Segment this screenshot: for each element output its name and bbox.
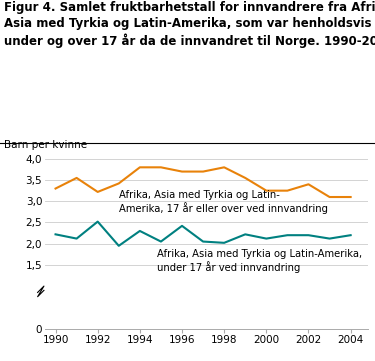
Text: Afrika, Asia med Tyrkia og Latin-Amerika,
under 17 år ved innvandring: Afrika, Asia med Tyrkia og Latin-Amerika…: [157, 249, 362, 273]
Text: Figur 4. Samlet fruktbarhetstall for innvandrere fra Afrika,
Asia med Tyrkia og : Figur 4. Samlet fruktbarhetstall for inn…: [4, 1, 375, 48]
Text: Afrika, Asia med Tyrkia og Latin-
Amerika, 17 år eller over ved innvandring: Afrika, Asia med Tyrkia og Latin- Amerik…: [119, 190, 328, 214]
Text: Barn per kvinne: Barn per kvinne: [4, 140, 87, 150]
